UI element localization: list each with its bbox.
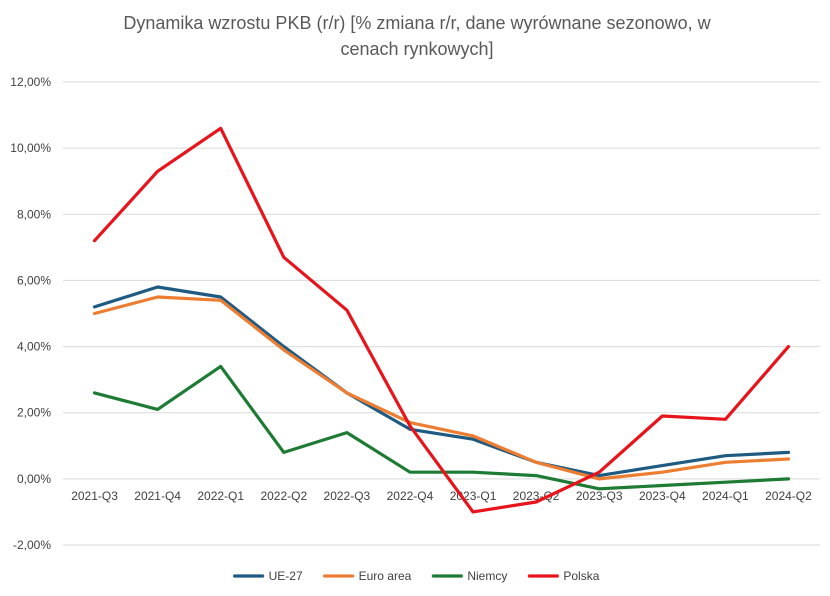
x-tick-label: 2022-Q2 (260, 489, 307, 503)
x-tick-label: 2024-Q2 (765, 489, 812, 503)
y-tick-label: -2,00% (13, 538, 51, 552)
x-tick-label: 2023-Q4 (639, 489, 686, 503)
x-tick-label: 2022-Q4 (387, 489, 434, 503)
legend-label-niemcy: Niemcy (467, 569, 507, 583)
x-tick-label: 2022-Q3 (324, 489, 371, 503)
y-tick-label: 0,00% (17, 472, 51, 486)
y-axis-tick-labels: 12,00% 10,00% 8,00% 6,00% 4,00% 2,00% 0,00% -2,… (10, 75, 51, 552)
chart-title: Dynamika wzrostu PKB (r/r) [% zmiana r/r… (123, 13, 711, 59)
y-gridlines (63, 81, 820, 546)
legend-label-polska: Polska (563, 569, 599, 583)
y-tick-label: 10,00% (10, 141, 51, 155)
series-lines (92, 126, 791, 514)
series-line-niemcy (92, 364, 791, 491)
legend: UE-27 Euro area Niemcy Polska (233, 569, 600, 583)
x-tick-label: 2024-Q1 (702, 489, 749, 503)
series-line-ue-27 (92, 285, 791, 478)
y-tick-label: 8,00% (17, 207, 51, 221)
series-line-polska (92, 126, 791, 514)
x-tick-label: 2023-Q3 (576, 489, 623, 503)
chart-title-line-1: Dynamika wzrostu PKB (r/r) [% zmiana r/r… (123, 13, 711, 33)
legend-label-euro-area: Euro area (359, 569, 412, 583)
y-tick-label: 2,00% (17, 406, 51, 420)
legend-label-ue-27: UE-27 (269, 569, 303, 583)
x-tick-label: 2021-Q4 (134, 489, 181, 503)
x-tick-label: 2022-Q1 (197, 489, 244, 503)
x-tick-label: 2023-Q2 (513, 489, 560, 503)
y-tick-label: 4,00% (17, 340, 51, 354)
series-line-euro-area (92, 295, 791, 481)
chart-title-line-2: cenach rynkowych] (340, 39, 493, 59)
x-tick-label: 2023-Q1 (450, 489, 497, 503)
x-tick-label: 2021-Q3 (71, 489, 118, 503)
x-axis-tick-labels: 2021-Q3 2021-Q4 2022-Q1 2022-Q2 2022-Q3 2022-… (71, 489, 812, 503)
y-tick-label: 6,00% (17, 273, 51, 287)
y-tick-label: 12,00% (10, 75, 51, 89)
